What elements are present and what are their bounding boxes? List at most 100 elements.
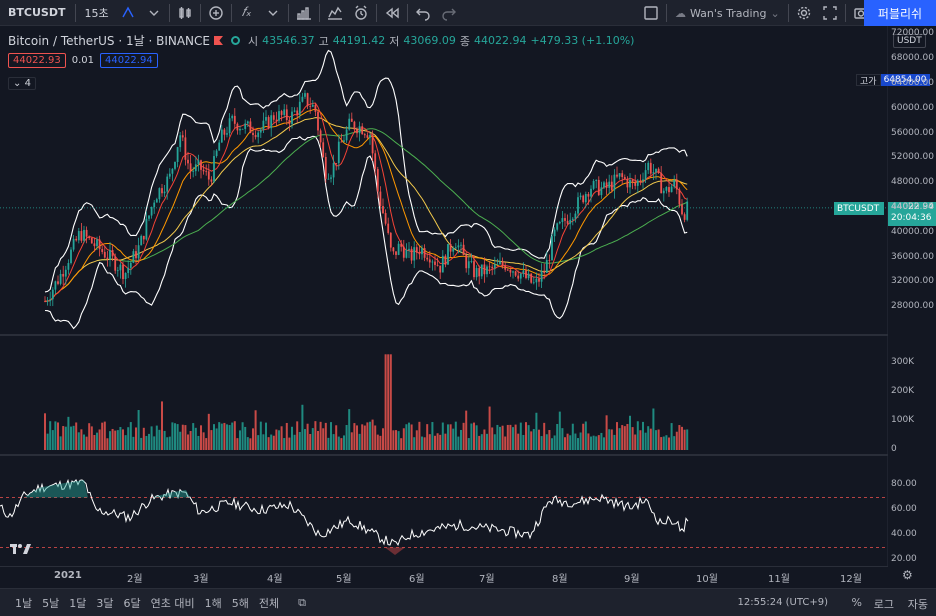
go-to-date-icon[interactable]: ⧉	[298, 595, 306, 609]
layout-icon[interactable]	[638, 0, 664, 26]
volume-bar	[668, 437, 670, 450]
log-scale-button[interactable]: 로그	[873, 598, 894, 611]
range-button[interactable]: 전체	[258, 596, 280, 610]
volume-bar	[163, 430, 166, 450]
volume-bar	[122, 429, 124, 450]
gear-icon[interactable]	[791, 0, 817, 26]
interval-button[interactable]: 15초	[84, 6, 109, 20]
candle-body	[184, 137, 187, 160]
low-value: 43069.09	[403, 34, 456, 47]
chevron-down-icon[interactable]	[141, 0, 167, 26]
candle-body	[202, 169, 205, 172]
sell-button[interactable]: 44022.93	[8, 53, 66, 68]
indicators-collapse-button[interactable]: ⌄ 4	[8, 77, 36, 90]
templates-icon[interactable]	[291, 0, 317, 26]
replay-icon[interactable]	[379, 0, 405, 26]
symbol-search-button[interactable]: BTCUSDT	[8, 6, 66, 19]
volume-bar	[538, 429, 540, 450]
redo-icon[interactable]	[436, 0, 462, 26]
range-button[interactable]: 3달	[96, 596, 114, 610]
candle-body	[150, 207, 153, 216]
candle-body	[525, 270, 527, 279]
candle-body	[148, 215, 150, 219]
volume-bar	[278, 430, 280, 450]
candle-body	[681, 204, 683, 215]
candle-body	[335, 163, 338, 164]
publish-button[interactable]: 퍼블리쉬	[864, 0, 936, 26]
candle-body	[293, 110, 296, 112]
volume-bar	[603, 437, 605, 450]
volume-bar	[270, 434, 273, 450]
flag-icon[interactable]	[213, 36, 223, 45]
volume-bar	[218, 422, 221, 450]
candle-body	[501, 261, 504, 266]
time-tick-label: 2월	[127, 574, 143, 585]
range-button[interactable]: 연초 대비	[150, 596, 195, 610]
volume-bar	[291, 426, 293, 450]
time-axis[interactable]: 2021 2월 3월 4월 5월 6월 7월 8월 9월 10월 11월 12월	[0, 566, 888, 585]
toolbar-divider	[287, 3, 289, 22]
chevron-down-icon[interactable]	[260, 0, 286, 26]
candle-body	[668, 187, 670, 193]
volume-bar	[551, 438, 553, 450]
price-tick-label: 72000.00	[891, 28, 934, 39]
tradingview-logo-icon[interactable]	[10, 542, 32, 556]
volume-bar	[670, 423, 673, 450]
candle-body	[275, 119, 278, 121]
range-button[interactable]: 1해	[204, 596, 222, 610]
volume-bar	[387, 354, 390, 450]
time-tick-label: 6월	[409, 574, 425, 585]
plus-circle-icon[interactable]	[203, 0, 229, 26]
candle-icon[interactable]	[172, 0, 198, 26]
volume-bar	[631, 427, 634, 450]
candle-body	[64, 269, 67, 277]
range-button[interactable]: 5날	[42, 596, 60, 610]
candle-body	[189, 163, 192, 172]
range-button[interactable]: 1날	[15, 596, 33, 610]
volume-bar	[223, 422, 226, 450]
fullscreen-icon[interactable]	[817, 0, 843, 26]
candle-body	[348, 118, 351, 130]
candle-body	[618, 173, 621, 177]
candle-body	[176, 147, 179, 162]
candle-body	[374, 153, 377, 170]
symbol-title[interactable]: Bitcoin / TetherUS · 1날 · BINANCE	[8, 34, 210, 48]
fx-icon[interactable]: 𝑓ₓ	[241, 5, 252, 20]
candle-body	[460, 244, 462, 246]
price-tick-label: 64000.00	[891, 77, 934, 88]
range-button[interactable]: 5해	[231, 596, 249, 610]
gear-icon[interactable]: ⚙	[902, 568, 913, 582]
volume-bar	[244, 426, 247, 450]
clock-display[interactable]: 12:55:24 (UTC+9)	[737, 597, 828, 608]
volume-bar	[327, 437, 330, 450]
candle-body	[449, 244, 452, 252]
undo-icon[interactable]	[410, 0, 436, 26]
volume-bar	[587, 433, 590, 450]
volume-bar	[62, 426, 65, 450]
spread-value: 0.01	[71, 55, 94, 66]
indicator-templates-icon[interactable]	[322, 0, 348, 26]
candle-body	[83, 229, 85, 241]
candle-body	[304, 93, 306, 97]
last-price-symbol: BTCUSDT	[834, 202, 884, 215]
chart-canvas[interactable]	[0, 26, 888, 566]
layout-menu-button[interactable]: ☁ Wan's Trading ⌄	[669, 0, 786, 26]
volume-bar	[111, 428, 114, 450]
currency-badge[interactable]: USDT	[893, 34, 926, 48]
alert-icon[interactable]	[348, 0, 374, 26]
volume-bar	[566, 433, 569, 450]
bar-style-icon[interactable]	[115, 0, 141, 26]
candle-body	[93, 243, 96, 247]
toolbar-divider	[230, 3, 232, 22]
candle-body	[379, 191, 382, 207]
volume-bar	[358, 433, 361, 450]
range-button[interactable]: 6달	[123, 596, 141, 610]
range-button[interactable]: 1달	[69, 596, 87, 610]
auto-scale-button[interactable]: 자동	[907, 598, 928, 611]
percent-scale-button[interactable]: %	[851, 596, 862, 609]
volume-bar	[558, 411, 561, 450]
candle-body	[332, 163, 335, 178]
buy-button[interactable]: 44022.94	[99, 53, 158, 68]
candle-body	[129, 262, 132, 268]
